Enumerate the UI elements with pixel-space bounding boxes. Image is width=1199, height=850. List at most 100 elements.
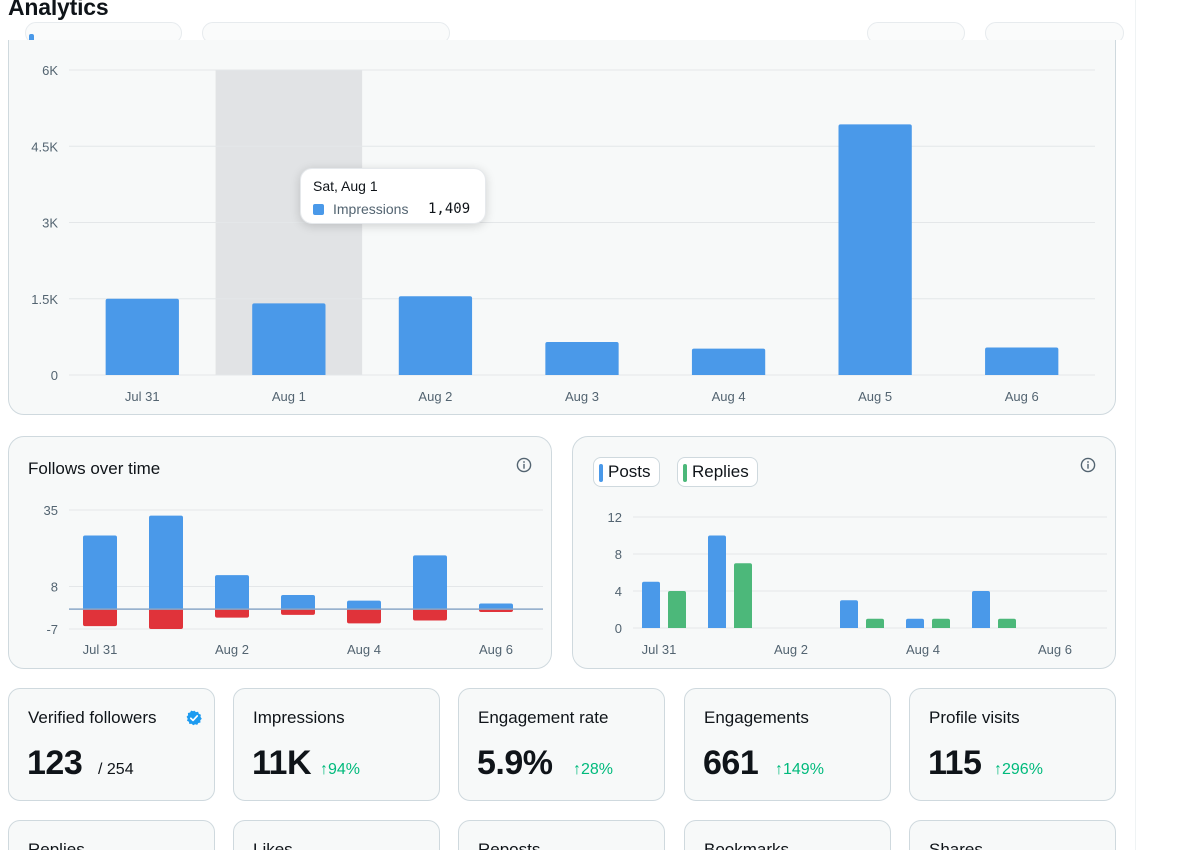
x-tick-label: Aug 4: [347, 642, 381, 657]
bar-impressions: [545, 341, 619, 375]
stat-label: Impressions: [253, 708, 345, 727]
x-tick-label: Jul 31: [83, 642, 118, 657]
bar-posts: [840, 600, 858, 628]
bar-follows-gained: [215, 575, 249, 610]
date-range-selector[interactable]: [202, 22, 450, 40]
stat-label: Verified followers: [28, 708, 157, 727]
bar-impressions: [691, 348, 766, 375]
stat-impressions[interactable]: Impressions 11K ↑94%: [233, 688, 440, 801]
stat-label: Replies: [28, 840, 85, 850]
x-tick-label: Jul 31: [642, 642, 677, 657]
account-selector[interactable]: [25, 22, 182, 40]
bar-impressions: [838, 124, 912, 375]
y-tick-label: 35: [44, 503, 58, 518]
impressions-chart: 0 1.5K 3K 4.5K 6K Jul 31 Aug 1 Aug 2 Aug 3 Aug 4 A…: [31, 63, 1095, 404]
info-icon[interactable]: [1080, 457, 1096, 473]
filter-button[interactable]: [867, 22, 965, 40]
bar-impressions: [985, 347, 1059, 375]
bar-follows-gained: [281, 595, 315, 610]
info-icon[interactable]: [516, 457, 532, 473]
bar-replies: [866, 618, 884, 628]
stat-engagements[interactable]: Engagements 661 ↑149%: [684, 688, 891, 801]
y-tick-label: 0: [615, 621, 622, 636]
page-title: Analytics: [8, 0, 109, 20]
stat-label: Profile visits: [929, 708, 1020, 727]
stat-replies[interactable]: Replies: [8, 820, 215, 850]
stat-profile-visits[interactable]: Profile visits 115 ↑296%: [909, 688, 1116, 801]
x-tick-label: Aug 6: [479, 642, 513, 657]
stat-delta: ↑28%: [573, 761, 614, 778]
follows-chart: -7 8 35 Jul 31 Aug 2 Aug 4 Aug 6: [44, 503, 543, 657]
bar-follows-lost: [413, 609, 447, 621]
bar-follows-lost: [281, 609, 315, 615]
bar-follows-gained: [347, 600, 381, 610]
stat-shares[interactable]: Shares: [909, 820, 1116, 850]
bar-follows-gained: [149, 515, 183, 610]
tooltip-value: 1,409: [428, 201, 471, 217]
posts-replies-chart: 0 4 8 12 Jul 31 Aug 2 Aug 4 Aug 6: [608, 510, 1107, 657]
bar-follows-gained: [479, 603, 513, 610]
bar-replies: [998, 618, 1016, 628]
bar-posts: [972, 591, 990, 628]
bar-follows-lost: [149, 609, 183, 629]
stat-delta: ↑149%: [775, 761, 824, 778]
legend-posts[interactable]: Posts: [593, 457, 660, 487]
bar-posts: [642, 581, 660, 628]
bar-replies: [932, 618, 950, 628]
x-tick-label: Aug 6: [1005, 389, 1039, 404]
stat-delta: ↑94%: [320, 761, 361, 778]
stat-value: 115: [928, 744, 982, 782]
legend-replies-label: Replies: [692, 462, 749, 481]
stat-value: 123: [27, 744, 83, 782]
bar-posts: [906, 618, 924, 628]
verified-badge-icon: [186, 710, 202, 726]
stat-bookmarks[interactable]: Bookmarks: [684, 820, 891, 850]
stat-value: 661: [703, 744, 759, 782]
content-divider: [1135, 0, 1136, 850]
impressions-chart-card: 0 1.5K 3K 4.5K 6K Jul 31 Aug 1 Aug 2 Aug 3 Aug 4 A…: [8, 0, 1116, 415]
legend-replies-swatch: [683, 464, 687, 482]
x-tick-label: Aug 4: [712, 389, 746, 404]
x-tick-label: Aug 1: [272, 389, 306, 404]
y-tick-label: 6K: [42, 63, 58, 78]
legend-posts-swatch: [599, 464, 603, 482]
bar-follows-lost: [83, 609, 117, 627]
y-tick-label: 1.5K: [31, 292, 58, 307]
bar-impressions: [252, 303, 326, 375]
account-selector-accent: [29, 34, 34, 40]
stat-total: / 254: [98, 761, 134, 778]
stat-likes[interactable]: Likes: [233, 820, 440, 850]
stat-value: 5.9%: [477, 744, 553, 782]
y-tick-label: -7: [46, 622, 58, 637]
export-button[interactable]: [985, 22, 1124, 40]
stat-delta: ↑296%: [994, 761, 1043, 778]
y-tick-label: 12: [608, 510, 622, 525]
bar-impressions: [398, 296, 473, 375]
follows-card-title: Follows over time: [28, 459, 161, 478]
bar-replies: [668, 591, 686, 628]
stat-verified-followers[interactable]: Verified followers 123 / 254: [8, 688, 215, 801]
bar-replies: [734, 563, 752, 628]
follows-card: Follows over time -7 8 35 Jul 31 Aug 2 Aug 4 A…: [8, 436, 552, 669]
bar-follows-gained: [83, 535, 117, 610]
stat-reposts[interactable]: Reposts: [458, 820, 665, 850]
x-tick-label: Aug 6: [1038, 642, 1072, 657]
y-tick-label: 8: [51, 580, 58, 595]
y-tick-label: 3K: [42, 216, 58, 231]
stat-label: Shares: [929, 840, 983, 850]
x-tick-label: Aug 5: [858, 389, 892, 404]
stat-engagement-rate[interactable]: Engagement rate 5.9% ↑28%: [458, 688, 665, 801]
x-tick-label: Aug 2: [774, 642, 808, 657]
stat-label: Reposts: [478, 840, 541, 850]
y-tick-label: 4: [615, 584, 622, 599]
x-tick-label: Jul 31: [125, 389, 160, 404]
posts-replies-card: Posts Replies 0 4 8 12 Jul 31 Aug 2 Aug 4 Aug 6: [572, 436, 1116, 669]
bar-follows-gained: [413, 555, 447, 610]
bar-impressions: [105, 298, 179, 375]
x-tick-label: Aug 2: [418, 389, 452, 404]
bar-follows-lost: [215, 609, 249, 618]
stat-label: Engagements: [704, 708, 809, 727]
legend-posts-label: Posts: [608, 462, 651, 481]
chart-tooltip: Sat, Aug 1 Impressions 1,409: [300, 168, 486, 224]
legend-replies[interactable]: Replies: [677, 457, 758, 487]
